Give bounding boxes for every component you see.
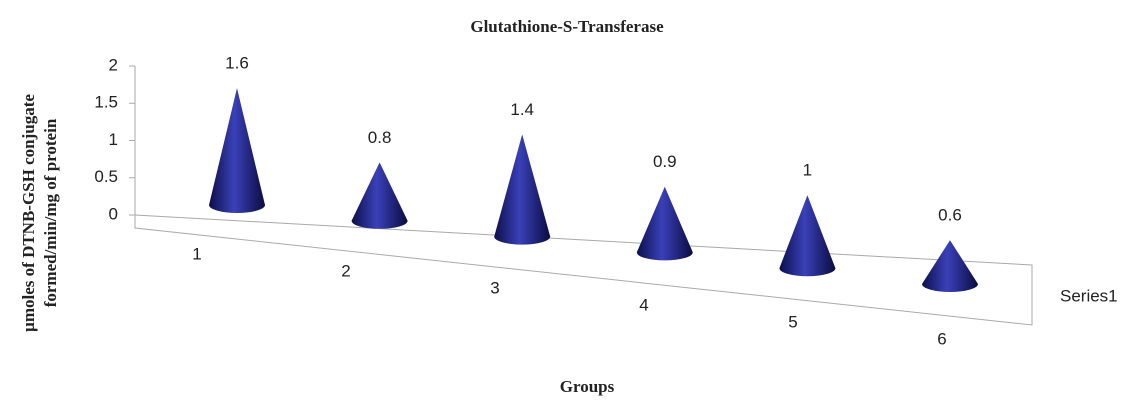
value-label: 1 [803,161,812,180]
x-tick-label: 3 [490,278,499,297]
x-tick-label: 6 [937,329,946,348]
x-tick-label: 5 [788,312,797,331]
x-tick-label: 2 [341,261,350,280]
y-tick-label: 2 [109,55,118,74]
cone [779,195,836,277]
value-label: 0.6 [938,206,962,225]
y-tick-label: 0.5 [94,167,118,186]
y-tick-label: 0 [109,204,118,223]
cone [209,88,265,213]
value-label: 1.4 [510,100,534,119]
cone [494,134,551,245]
y-tick-label: 1 [109,130,118,149]
cone [922,240,978,292]
y-axis-label: formed/min/mg of protein [41,118,60,307]
value-label: 0.8 [368,128,392,147]
x-tick-label: 1 [192,244,201,263]
series-label: Series1 [1060,286,1118,305]
cone [636,186,693,261]
floor [134,214,1033,326]
x-tick-label: 4 [639,295,648,314]
y-axis-label: µmoles of DTNB-GSH conjugate [19,94,38,332]
value-label: 0.9 [653,152,677,171]
x-axis-label: Groups [560,377,615,396]
y-tick-label: 1.5 [94,93,118,112]
value-label: 1.6 [225,54,249,73]
chart-title: Glutathione-S-Transferase [470,17,664,36]
cone [351,162,408,229]
